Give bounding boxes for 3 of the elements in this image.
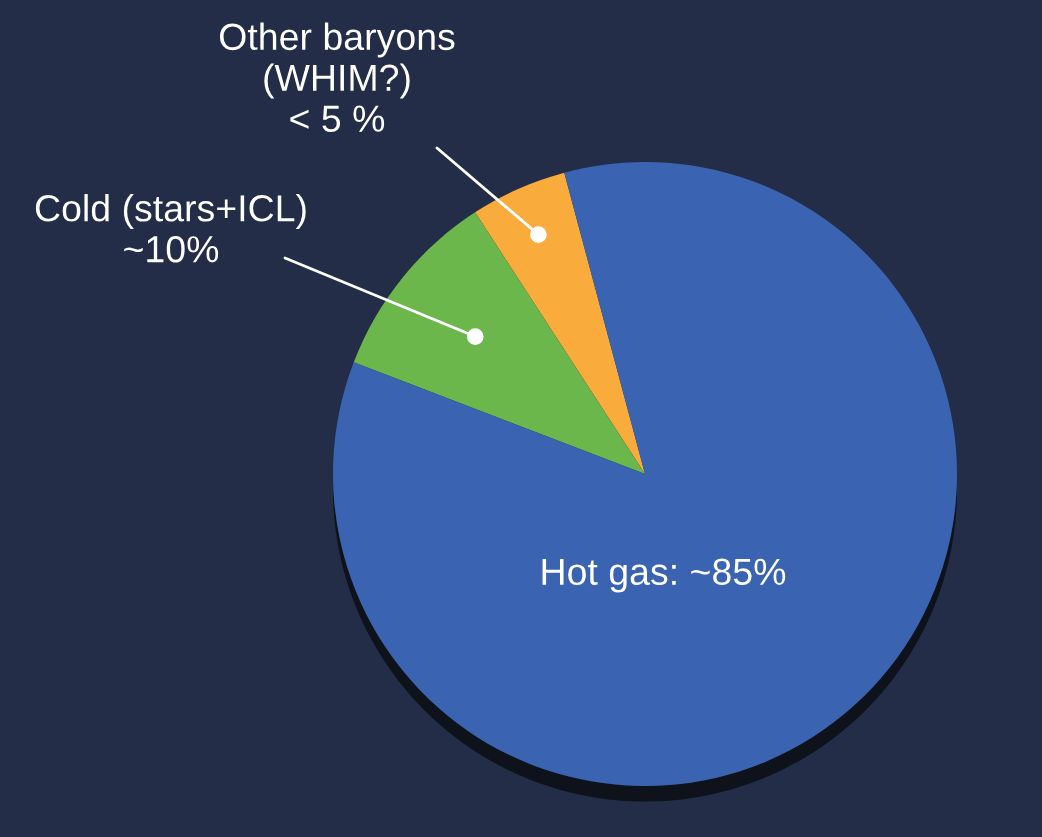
slice-label: Other baryons (WHIM?) < 5 % (219, 22, 455, 132)
slice-label: Hot gas: ~85% (542, 558, 786, 593)
slice-label: Cold (stars+ICL) ~10% (35, 194, 306, 263)
